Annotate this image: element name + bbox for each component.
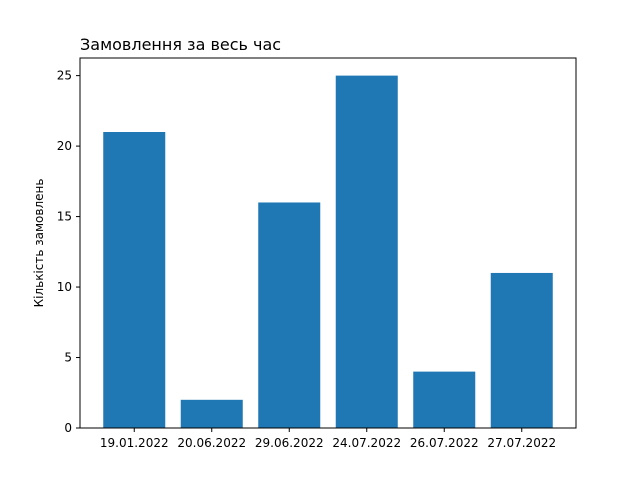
x-tick-label: 29.06.2022 [255,436,324,450]
y-tick-label: 15 [57,210,72,224]
y-tick-label: 0 [64,421,72,435]
y-tick-label: 10 [57,280,72,294]
bar-27.07.2022 [490,272,553,428]
x-tick-label: 20.06.2022 [177,436,246,450]
plot-area-frame [79,57,577,429]
x-tick-label: 19.01.2022 [100,436,169,450]
y-axis-ticks: 0 5 10 15 20 25 [57,69,80,435]
bar-26.07.2022 [413,371,476,428]
bar-29.06.2022 [258,202,321,428]
bar-20.06.2022 [180,399,243,428]
x-tick-label: 27.07.2022 [487,436,556,450]
x-tick-label: 24.07.2022 [332,436,401,450]
y-tick-label: 25 [57,69,72,83]
chart-title: Замовлення за весь час [80,35,281,54]
bars-group [103,75,553,428]
y-tick-label: 20 [57,139,72,153]
x-tick-label: 26.07.2022 [410,436,479,450]
y-tick-label: 5 [64,351,72,365]
x-axis-ticks: 19.01.2022 20.06.2022 29.06.2022 24.07.2022… [100,428,556,450]
y-axis-label: Кількість замовлень [32,179,46,308]
bar-24.07.2022 [335,75,398,428]
bar-19.01.2022 [103,132,166,428]
